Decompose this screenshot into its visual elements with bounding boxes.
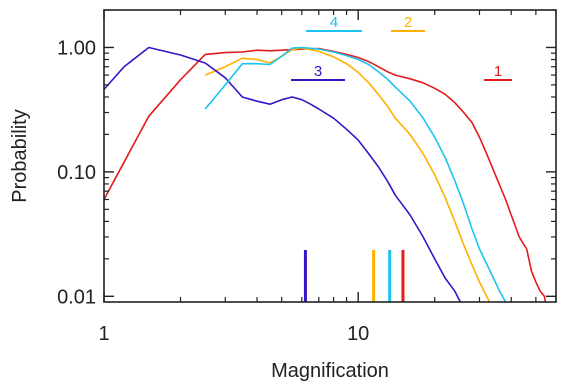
x-tick-label: 10 [347,323,369,345]
series-line-4 [204,46,507,302]
series-line-2 [204,47,491,302]
y-tick-label: 1.00 [57,37,96,59]
series-label-4: 4 [330,14,338,31]
x-axis-label: Magnification [271,360,389,382]
x-tick-label: 1 [98,323,109,345]
series-label-1: 1 [494,63,502,80]
marker-layer [303,250,405,302]
plot-frame [103,9,557,303]
y-axis-label: Probability [9,109,31,202]
series-label-3: 3 [314,63,322,80]
series-line-3 [104,46,462,302]
y-tick-label: 0.10 [57,162,96,184]
series-layer [104,46,547,302]
y-tick-label: 0.01 [57,286,96,308]
legend-layer: 1 2 3 4 [291,14,512,81]
series-label-2: 2 [404,14,412,31]
series-line-1 [104,47,547,302]
tick-layer: 1 10 1.00 0.10 0.01 [57,9,557,345]
